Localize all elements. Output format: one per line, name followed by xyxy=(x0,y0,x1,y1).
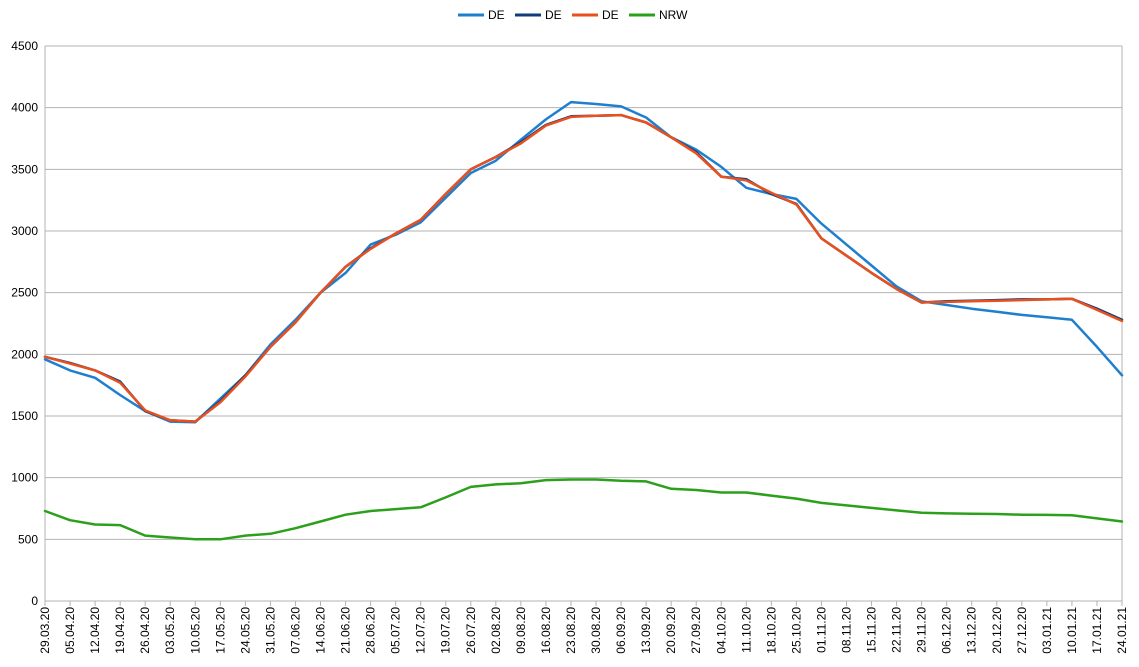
legend: DE DE DE NRW xyxy=(458,8,688,22)
legend-label: DE xyxy=(488,8,505,22)
x-tick-label: 17.01.21 xyxy=(1090,607,1104,654)
x-tick-label: 19.04.20 xyxy=(113,607,127,654)
series-line-nrw-4 xyxy=(43,478,1124,541)
x-tick-label: 03.05.20 xyxy=(163,607,177,654)
x-tick-label: 12.04.20 xyxy=(88,607,102,654)
x-tick-label: 13.09.20 xyxy=(639,607,653,654)
grid-lines xyxy=(44,45,1123,602)
x-tick-label: 29.03.20 xyxy=(38,607,52,654)
y-tick-label: 1500 xyxy=(11,409,38,423)
x-tick-label: 25.10.20 xyxy=(789,607,803,654)
x-tick-label: 03.01.21 xyxy=(1040,607,1054,654)
x-tick-label: 15.11.20 xyxy=(865,607,879,653)
x-axis: 29.03.20 05.04.20 12.04.20 19.04.20 26.04.20… xyxy=(38,601,1129,654)
x-tick-label: 14.06.20 xyxy=(314,607,328,654)
x-tick-label: 27.09.20 xyxy=(689,607,703,654)
y-tick-label: 3500 xyxy=(11,162,38,176)
x-tick-label: 16.08.20 xyxy=(539,607,553,654)
x-tick-label: 05.07.20 xyxy=(389,607,403,654)
x-tick-label: 11.10.20 xyxy=(739,607,753,653)
x-tick-label: 02.08.20 xyxy=(489,607,503,654)
x-tick-label: 09.08.20 xyxy=(514,607,528,654)
x-tick-label: 10.01.21 xyxy=(1065,607,1079,654)
x-tick-label: 05.04.20 xyxy=(63,607,77,654)
y-tick-label: 3000 xyxy=(11,224,38,238)
x-tick-label: 07.06.20 xyxy=(288,607,302,654)
x-tick-label: 13.12.20 xyxy=(965,607,979,654)
x-tick-label: 31.05.20 xyxy=(263,607,277,654)
x-tick-label: 20.12.20 xyxy=(990,607,1004,654)
y-tick-label: 1000 xyxy=(11,471,38,485)
series-line-de-3 xyxy=(43,113,1124,423)
x-tick-label: 23.08.20 xyxy=(564,607,578,654)
x-tick-label: 29.11.20 xyxy=(915,607,929,653)
y-tick-label: 4000 xyxy=(11,101,38,115)
x-tick-label: 19.07.20 xyxy=(439,607,453,654)
x-tick-label: 08.11.20 xyxy=(839,607,853,653)
x-tick-label: 10.05.20 xyxy=(188,607,202,654)
y-tick-label: 0 xyxy=(31,594,38,608)
y-axis: 0 500 1000 1500 2000 2500 3000 3500 4000 4500 xyxy=(11,39,38,608)
x-tick-label: 28.06.20 xyxy=(364,607,378,654)
x-tick-label: 24.01.21 xyxy=(1115,607,1129,654)
series-line-de-2 xyxy=(43,113,1124,423)
y-tick-label: 500 xyxy=(18,532,38,546)
x-tick-label: 22.11.20 xyxy=(890,607,904,653)
x-tick-label: 06.09.20 xyxy=(614,607,628,654)
legend-label: DE xyxy=(602,8,619,22)
x-tick-label: 20.09.20 xyxy=(664,607,678,654)
x-tick-label: 24.05.20 xyxy=(238,607,252,654)
plot-area xyxy=(43,100,1124,541)
y-tick-label: 2500 xyxy=(11,286,38,300)
x-tick-label: 04.10.20 xyxy=(714,607,728,654)
x-tick-label: 21.06.20 xyxy=(339,607,353,654)
x-tick-label: 30.08.20 xyxy=(589,607,603,654)
legend-label: NRW xyxy=(659,8,688,22)
y-tick-label: 4500 xyxy=(11,39,38,53)
y-tick-label: 2000 xyxy=(11,347,38,361)
x-tick-label: 01.11.20 xyxy=(814,607,828,653)
x-tick-label: 26.07.20 xyxy=(464,607,478,654)
x-tick-label: 06.12.20 xyxy=(940,607,954,654)
x-tick-label: 27.12.20 xyxy=(1015,607,1029,654)
x-tick-label: 17.05.20 xyxy=(213,607,227,654)
legend-label: DE xyxy=(545,8,562,22)
x-tick-label: 26.04.20 xyxy=(138,607,152,654)
x-tick-label: 18.10.20 xyxy=(764,607,778,654)
series-line-de-1 xyxy=(43,100,1124,424)
x-tick-label: 12.07.20 xyxy=(414,607,428,654)
